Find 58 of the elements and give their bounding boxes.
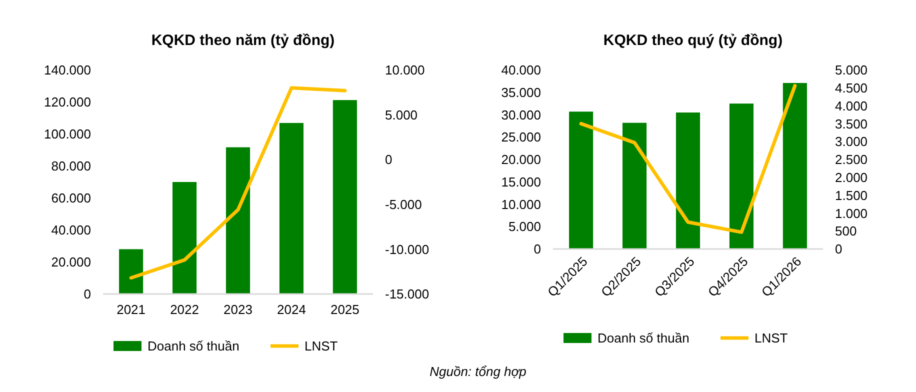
y-tick-label: 0	[534, 242, 541, 257]
y-tick-label: 15.000	[501, 174, 541, 190]
line-series	[579, 84, 797, 234]
chart-title: KQKD theo năm (tỷ đồng)	[151, 32, 335, 49]
y-tick-label: 60.000	[51, 190, 91, 206]
y2-tick-label: 0	[385, 152, 392, 168]
y2-tick-label: 1.500	[835, 188, 868, 203]
y2-tick-label: 4.500	[835, 80, 868, 96]
y-tick-label: 100.000	[44, 126, 91, 142]
bar	[119, 249, 144, 294]
bar	[569, 112, 594, 249]
x-tick-label: 2023	[224, 302, 252, 317]
bar	[226, 147, 250, 294]
legend-label: Doanh số thuần	[598, 330, 690, 346]
y2-tick-label: 3.000	[835, 134, 868, 150]
bar	[676, 112, 700, 249]
legend-label: Doanh số thuần	[148, 338, 240, 354]
y-tick-label: 30.000	[501, 107, 541, 122]
y-tick-label: 10.000	[501, 196, 541, 212]
y-tick-label: 35.000	[501, 84, 541, 100]
bar	[332, 100, 357, 294]
bar	[172, 182, 197, 294]
y-tick-label: 140.000	[44, 62, 91, 78]
x-tick-label: 2021	[116, 302, 146, 317]
y2-tick-label: 3.500	[835, 116, 868, 132]
y-tick-label: 5.000	[508, 219, 541, 234]
y2-tick-label: 5.000	[385, 107, 418, 122]
x-tick-label: 2025	[330, 302, 360, 317]
bar	[782, 82, 807, 249]
y2-tick-label: 2.000	[835, 170, 868, 185]
y2-tick-label: 10.000	[385, 62, 425, 78]
y-tick-label: 20.000	[501, 152, 541, 168]
chart-title: KQKD theo quý (tỷ đồng)	[603, 32, 783, 49]
y2-tick-label: 4.000	[835, 98, 868, 114]
y2-tick-label: 0	[835, 242, 842, 257]
y-tick-label: 40.000	[501, 62, 541, 78]
legend-label: LNST	[304, 338, 338, 354]
line-series	[129, 86, 347, 280]
y-tick-label: 25.000	[501, 130, 541, 145]
x-tick-label: 2022	[170, 302, 199, 317]
text: Nguồn: tổng hợp	[430, 364, 526, 379]
y2-tick-label: -10.000	[385, 242, 430, 257]
y-tick-label: 0	[84, 286, 91, 302]
y2-tick-label: -15.000	[385, 286, 430, 302]
y-tick-label: 120.000	[44, 94, 91, 110]
legend-label: LNST	[754, 330, 788, 346]
y2-tick-label: 500	[835, 224, 857, 239]
y-tick-label: 20.000	[51, 254, 91, 270]
y2-tick-label: -5.000	[385, 196, 422, 212]
x-tick-label: 2024	[277, 302, 306, 317]
y2-tick-label: 1.000	[835, 206, 868, 221]
y2-tick-label: 2.500	[835, 152, 868, 168]
bar	[279, 122, 304, 294]
y-tick-label: 40.000	[51, 222, 91, 238]
bar	[729, 104, 754, 249]
bar	[622, 122, 647, 249]
y2-tick-label: 5.000	[835, 62, 868, 78]
y-tick-label: 80.000	[51, 158, 91, 174]
